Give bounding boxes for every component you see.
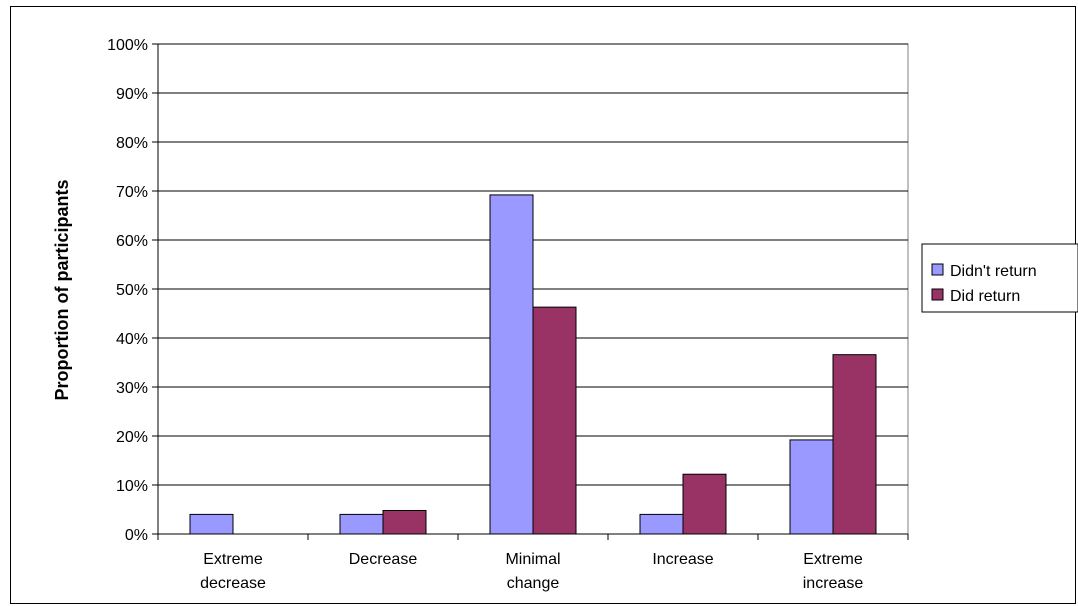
x-category-label: Minimal [505,551,560,568]
bar-did-return [383,510,426,534]
legend-swatch-did-return [932,289,943,300]
y-tick-label: 90% [116,86,148,103]
y-tick-label: 70% [116,184,148,201]
x-category-label: Decrease [349,551,418,568]
y-tick-label: 10% [116,478,148,495]
y-tick-label: 80% [116,135,148,152]
legend: Didn't return Did return [922,244,1078,312]
x-category-labels: Extreme decrease Decrease Minimal change Incr… [200,551,863,592]
bar-did-return [533,307,576,534]
y-tick-label: 30% [116,380,148,397]
x-category-label: decrease [200,575,266,592]
bar-didnt-return [790,440,833,534]
x-category-label: increase [803,575,864,592]
y-axis-label: Proportion of participants [52,179,72,400]
bar-didnt-return [490,195,533,534]
x-category-label: Extreme [203,551,263,568]
bar-did-return [833,355,876,534]
legend-label-did-return: Did return [950,288,1020,305]
bar-didnt-return [190,514,233,534]
x-category-label: Increase [652,551,713,568]
y-tick-label: 20% [116,429,148,446]
y-tick-label: 100% [107,37,148,54]
x-category-label: Extreme [803,551,863,568]
legend-swatch-didnt-return [932,264,943,275]
y-tick-label: 50% [116,282,148,299]
legend-label-didnt-return: Didn't return [950,263,1037,280]
y-tick-label: 40% [116,331,148,348]
bar-didnt-return [340,514,383,534]
y-tick-label: 60% [116,233,148,250]
bar-didnt-return [640,514,683,534]
y-tick-labels: 0% 10% 20% 30% 40% 50% 60% 70% 80% 90% 100% [107,37,148,544]
x-category-label: change [507,575,560,592]
y-tick-label: 0% [125,527,148,544]
bar-did-return [683,474,726,534]
